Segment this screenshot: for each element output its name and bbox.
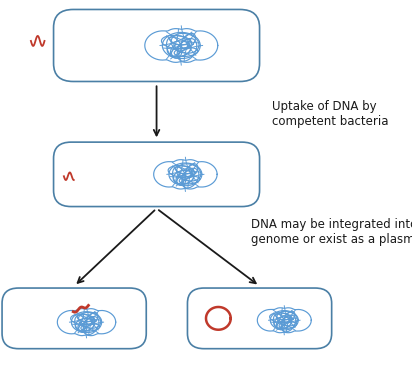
- FancyBboxPatch shape: [54, 142, 260, 207]
- FancyBboxPatch shape: [187, 288, 332, 349]
- FancyBboxPatch shape: [54, 9, 260, 81]
- Text: DNA may be integrated into
genome or exist as a plasmid: DNA may be integrated into genome or exi…: [251, 218, 412, 246]
- FancyBboxPatch shape: [2, 288, 146, 349]
- Text: Uptake of DNA by
competent bacteria: Uptake of DNA by competent bacteria: [272, 100, 389, 128]
